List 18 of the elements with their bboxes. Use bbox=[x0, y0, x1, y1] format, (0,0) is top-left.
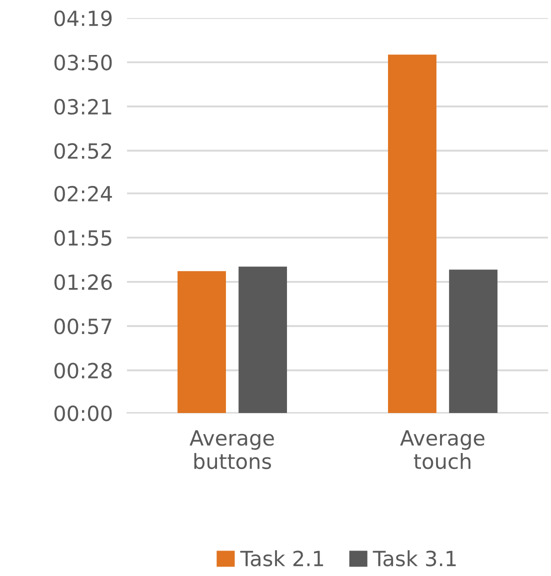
bar bbox=[178, 271, 226, 413]
y-tick-label: 04:19 bbox=[54, 10, 112, 26]
bar bbox=[449, 270, 498, 413]
bar bbox=[388, 54, 436, 413]
x-tick-label: Average buttons bbox=[190, 430, 274, 470]
legend-label: Task 2.1 bbox=[240, 550, 324, 566]
y-tick-label: 03:50 bbox=[54, 54, 112, 70]
legend-label: Task 3.1 bbox=[372, 550, 456, 566]
y-tick-label: 00:57 bbox=[54, 318, 112, 334]
y-tick-label: 01:55 bbox=[54, 230, 112, 246]
y-tick-label: 00:00 bbox=[54, 405, 112, 422]
y-tick-label: 02:52 bbox=[54, 143, 112, 159]
y-tick-label: 01:26 bbox=[54, 274, 112, 290]
x-tick-label: Average touch bbox=[400, 430, 484, 470]
y-tick-label: 02:24 bbox=[54, 186, 112, 202]
y-tick-label: 03:21 bbox=[54, 98, 112, 115]
y-tick-label: 00:28 bbox=[54, 362, 112, 379]
bar bbox=[238, 266, 287, 413]
